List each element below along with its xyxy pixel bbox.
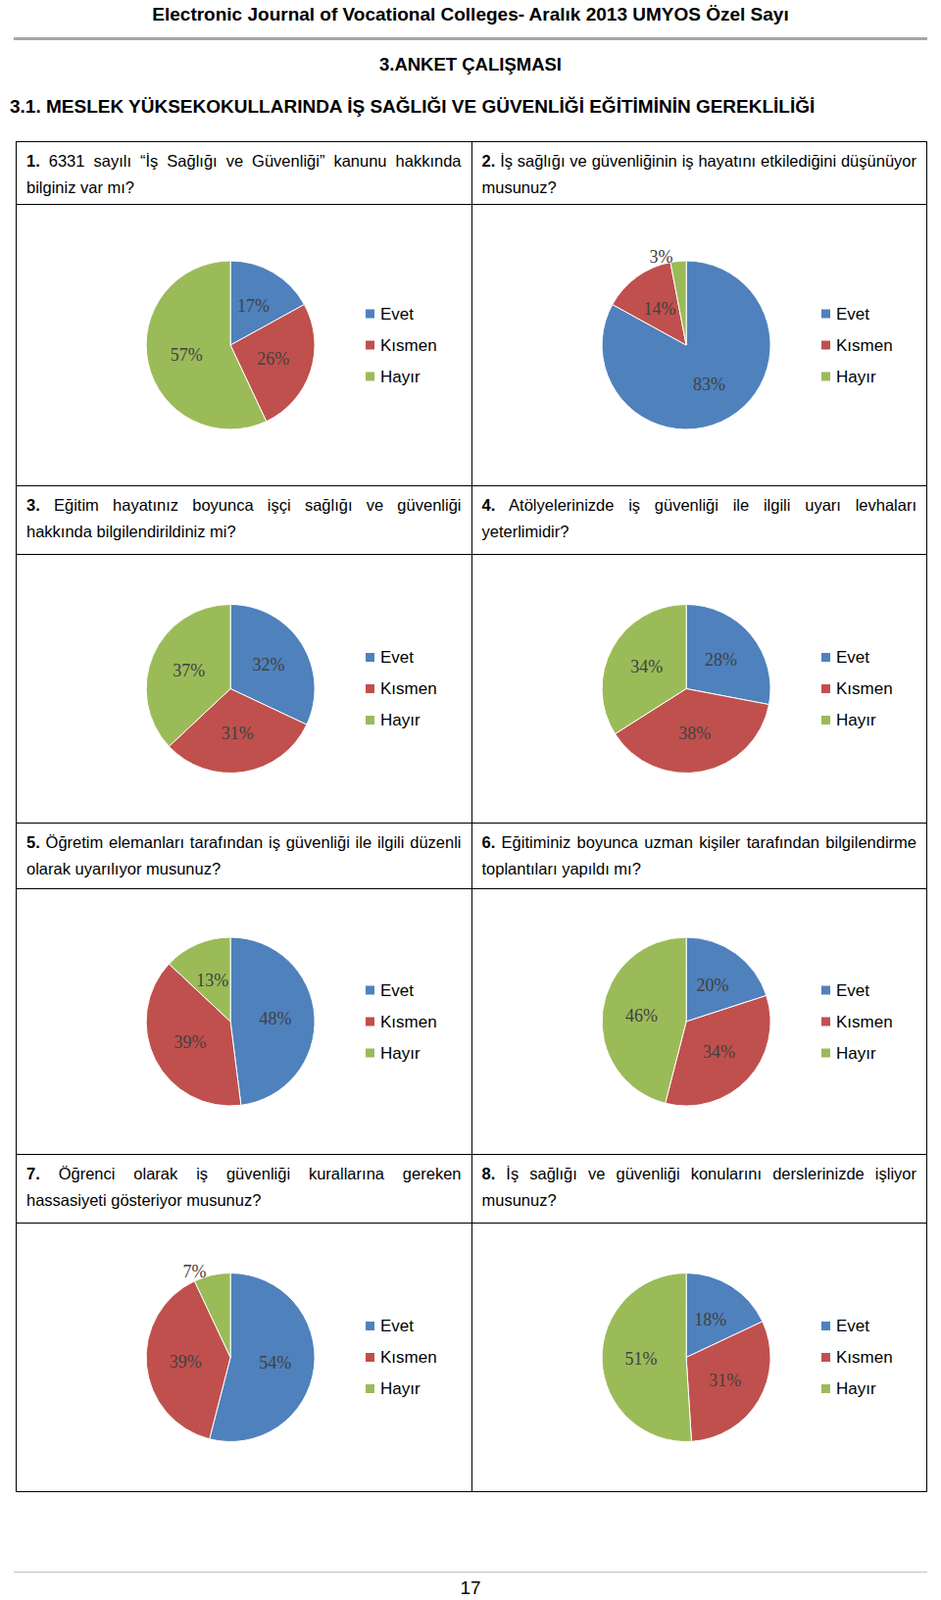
svg-text:Evet: Evet	[380, 647, 414, 667]
svg-text:Kısmen: Kısmen	[836, 1347, 893, 1367]
svg-text:34%: 34%	[630, 656, 663, 677]
html-text:17: 17	[460, 1577, 481, 1598]
svg-text:39%: 39%	[174, 1032, 207, 1052]
svg-text:Kısmen: Kısmen	[380, 679, 438, 698]
svg-text:46%: 46%	[624, 1005, 657, 1026]
svg-text:Kısmen: Kısmen	[380, 1012, 438, 1032]
svg-text:83%: 83%	[692, 374, 725, 395]
svg-text:Evet: Evet	[380, 1316, 414, 1336]
svg-text:Hayır: Hayır	[836, 710, 877, 730]
svg-text:Hayır: Hayır	[836, 1043, 877, 1063]
svg-text:7%: 7%	[182, 1261, 206, 1282]
svg-text:39%: 39%	[169, 1351, 202, 1372]
html-text:1. 6331 sayılı “İş Sağlığı ve: 1. 6331 sayılı “İş Sağlığı ve Güvenliği”…	[26, 151, 462, 197]
svg-text:32%: 32%	[251, 654, 285, 675]
html-text:8. İş sağlığı ve güvenliği kon: 8. İş sağlığı ve güvenliği konularını de…	[481, 1164, 917, 1209]
svg-text:Kısmen: Kısmen	[836, 679, 893, 698]
svg-text:13%: 13%	[196, 970, 229, 991]
svg-text:17%: 17%	[237, 296, 270, 316]
svg-text:Evet: Evet	[836, 647, 870, 667]
html-text:Electronic Journal of Vocation: Electronic Journal of Vocational College…	[152, 3, 789, 25]
svg-text:38%: 38%	[678, 723, 711, 743]
html-text:3. Eğitim hayatınız boyunca iş: 3. Eğitim hayatınız boyunca işçi sağlığı…	[26, 495, 462, 541]
html-text:2. İş sağlığı ve güvenliğinin: 2. İş sağlığı ve güvenliğinin iş hayatın…	[481, 151, 917, 197]
html-text:3.ANKET ÇALIŞMASI: 3.ANKET ÇALIŞMASI	[379, 53, 562, 75]
svg-text:Kısmen: Kısmen	[380, 1347, 438, 1367]
html-text:7. Öğrenci olarak iş güvenliği: 7. Öğrenci olarak iş güvenliği kuralları…	[26, 1164, 462, 1209]
svg-text:3%: 3%	[648, 247, 673, 267]
svg-text:Evet: Evet	[836, 304, 870, 324]
svg-text:57%: 57%	[170, 345, 203, 365]
svg-text:37%: 37%	[172, 660, 205, 681]
svg-text:Kısmen: Kısmen	[836, 336, 893, 355]
svg-text:20%: 20%	[695, 975, 729, 995]
html-text:6. Eğitiminiz boyunca uzman ki: 6. Eğitiminiz boyunca uzman kişiler tara…	[481, 833, 917, 878]
svg-text:14%: 14%	[643, 298, 676, 319]
svg-text:Hayır: Hayır	[380, 1043, 421, 1063]
svg-text:51%: 51%	[624, 1348, 657, 1369]
svg-text:34%: 34%	[702, 1041, 736, 1062]
svg-text:Evet: Evet	[380, 304, 414, 324]
svg-text:31%: 31%	[708, 1370, 742, 1390]
svg-text:54%: 54%	[258, 1352, 292, 1373]
svg-text:Evet: Evet	[836, 981, 870, 1000]
svg-text:26%: 26%	[256, 348, 290, 369]
svg-text:18%: 18%	[693, 1309, 727, 1330]
svg-text:Kısmen: Kısmen	[380, 336, 438, 355]
svg-text:Evet: Evet	[380, 981, 414, 1000]
svg-text:Hayır: Hayır	[380, 367, 421, 387]
svg-text:Hayır: Hayır	[836, 1379, 877, 1398]
svg-text:Hayır: Hayır	[380, 1379, 421, 1398]
svg-text:Evet: Evet	[836, 1316, 870, 1336]
html-text:5. Öğretim elemanları tarafınd: 5. Öğretim elemanları tarafından iş güve…	[26, 833, 462, 878]
html-text:3.1. MESLEK YÜKSEKOKULLARINDA: 3.1. MESLEK YÜKSEKOKULLARINDA İŞ SAĞLIĞI…	[9, 96, 815, 117]
svg-text:31%: 31%	[221, 723, 254, 743]
svg-text:Kısmen: Kısmen	[836, 1012, 893, 1032]
svg-text:Hayır: Hayır	[836, 367, 877, 387]
svg-text:28%: 28%	[704, 649, 738, 670]
svg-text:Hayır: Hayır	[380, 710, 421, 730]
svg-text:48%: 48%	[258, 1008, 292, 1029]
html-text:4. Atölyelerinizde iş güvenliğ: 4. Atölyelerinizde iş güvenliği ile ilgi…	[481, 495, 917, 541]
